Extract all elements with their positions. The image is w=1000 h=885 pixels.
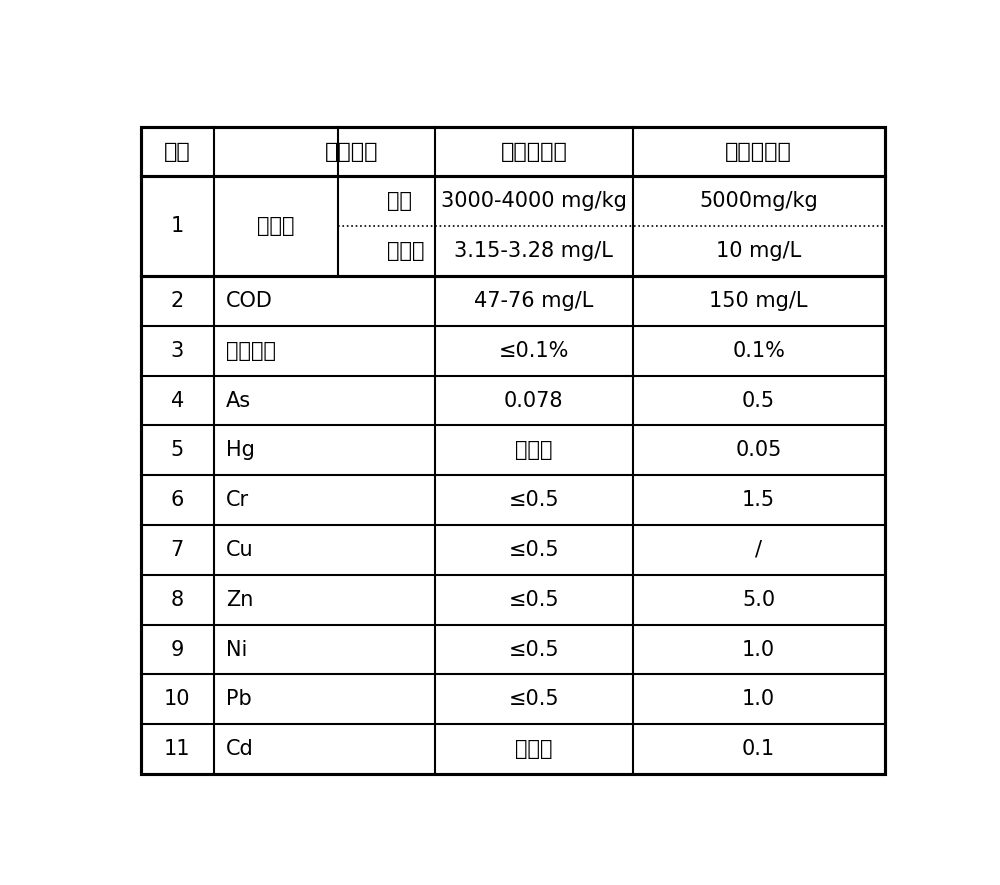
Text: Pb: Pb bbox=[226, 689, 252, 709]
Text: 9: 9 bbox=[171, 640, 184, 659]
Text: 未检出: 未检出 bbox=[515, 441, 553, 460]
Text: 3: 3 bbox=[171, 341, 184, 361]
Text: 150 mg/L: 150 mg/L bbox=[709, 291, 808, 311]
Text: 1.0: 1.0 bbox=[742, 640, 775, 659]
Text: 5000mg/kg: 5000mg/kg bbox=[699, 191, 818, 212]
Text: /: / bbox=[755, 540, 762, 560]
Text: 未检出: 未检出 bbox=[515, 739, 553, 759]
Text: Cd: Cd bbox=[226, 739, 254, 759]
Text: 0.5: 0.5 bbox=[742, 390, 775, 411]
Text: 6: 6 bbox=[171, 490, 184, 510]
Text: 检测指标: 检测指标 bbox=[325, 142, 378, 162]
Text: 10: 10 bbox=[164, 689, 191, 709]
Text: 实际检测值: 实际检测值 bbox=[500, 142, 567, 162]
Text: 多环芳烃: 多环芳烃 bbox=[226, 341, 276, 361]
Text: 浸出液: 浸出液 bbox=[387, 241, 424, 261]
Text: 4: 4 bbox=[171, 390, 184, 411]
Text: ≤0.5: ≤0.5 bbox=[509, 540, 559, 560]
Text: Zn: Zn bbox=[226, 589, 253, 610]
Text: Ni: Ni bbox=[226, 640, 247, 659]
Text: 3.15-3.28 mg/L: 3.15-3.28 mg/L bbox=[454, 241, 613, 261]
Text: Hg: Hg bbox=[226, 441, 255, 460]
Text: 1.5: 1.5 bbox=[742, 490, 775, 510]
Text: ≤0.5: ≤0.5 bbox=[509, 589, 559, 610]
Text: ≤0.5: ≤0.5 bbox=[509, 640, 559, 659]
Text: 序号: 序号 bbox=[164, 142, 191, 162]
Text: 11: 11 bbox=[164, 739, 191, 759]
Text: ≤0.1%: ≤0.1% bbox=[499, 341, 569, 361]
Text: 固相: 固相 bbox=[387, 191, 412, 212]
Text: 10 mg/L: 10 mg/L bbox=[716, 241, 801, 261]
Text: 8: 8 bbox=[171, 589, 184, 610]
Text: 5.0: 5.0 bbox=[742, 589, 775, 610]
Text: 1: 1 bbox=[171, 216, 184, 236]
Text: As: As bbox=[226, 390, 251, 411]
Text: 7: 7 bbox=[171, 540, 184, 560]
Text: 5: 5 bbox=[171, 441, 184, 460]
Text: 3000-4000 mg/kg: 3000-4000 mg/kg bbox=[441, 191, 627, 212]
Text: Cr: Cr bbox=[226, 490, 249, 510]
Text: 0.05: 0.05 bbox=[735, 441, 782, 460]
Text: 0.1%: 0.1% bbox=[732, 341, 785, 361]
Text: 相关标准值: 相关标准值 bbox=[725, 142, 792, 162]
Text: 石油烃: 石油烃 bbox=[257, 216, 295, 236]
Text: Cu: Cu bbox=[226, 540, 253, 560]
Text: COD: COD bbox=[226, 291, 273, 311]
Text: 47-76 mg/L: 47-76 mg/L bbox=[474, 291, 594, 311]
Text: 2: 2 bbox=[171, 291, 184, 311]
Text: ≤0.5: ≤0.5 bbox=[509, 689, 559, 709]
Text: 0.1: 0.1 bbox=[742, 739, 775, 759]
Text: 1.0: 1.0 bbox=[742, 689, 775, 709]
Text: ≤0.5: ≤0.5 bbox=[509, 490, 559, 510]
Text: 0.078: 0.078 bbox=[504, 390, 564, 411]
